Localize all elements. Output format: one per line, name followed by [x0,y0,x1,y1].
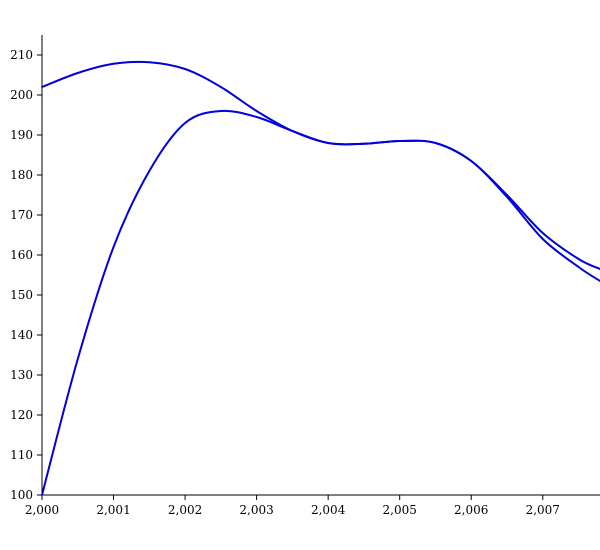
y-tick-label: 190 [10,128,33,142]
y-tick-label: 210 [10,48,33,62]
series-line-2 [41,109,600,496]
y-tick-label: 110 [10,448,33,462]
y-tick-label: 130 [10,368,33,382]
x-tick-label: 2,004 [311,503,346,517]
y-tick-label: 140 [10,328,33,342]
x-tick-label: 2,007 [526,503,560,517]
y-tick-label: 150 [10,288,33,302]
y-tick-label: 200 [10,88,33,102]
x-tick-label: 2,002 [168,503,202,517]
y-axis-ticks: 100 110 120 130 140 150 160 170 180 190 200 210 [10,48,42,502]
y-tick-label: 160 [10,248,33,262]
y-tick-label: 170 [10,208,33,222]
x-tick-label: 2,005 [383,503,417,517]
y-tick-label: 120 [10,408,33,422]
x-tick-label: 2,000 [25,503,59,517]
x-tick-label: 2,003 [239,503,273,517]
series-line-1 [41,60,600,270]
y-tick-label: 100 [10,488,33,502]
x-tick-label: 2,006 [454,503,488,517]
x-tick-label: 2,001 [96,503,130,517]
series-lines [41,60,600,496]
y-tick-label: 180 [10,168,33,182]
plot-area: 100 110 120 130 140 150 160 170 180 190 200 210 2,0… [10,35,600,517]
x-axis-ticks: 2,000 2,001 2,002 2,003 2,004 2,005 2,006 2,007 [25,495,560,517]
